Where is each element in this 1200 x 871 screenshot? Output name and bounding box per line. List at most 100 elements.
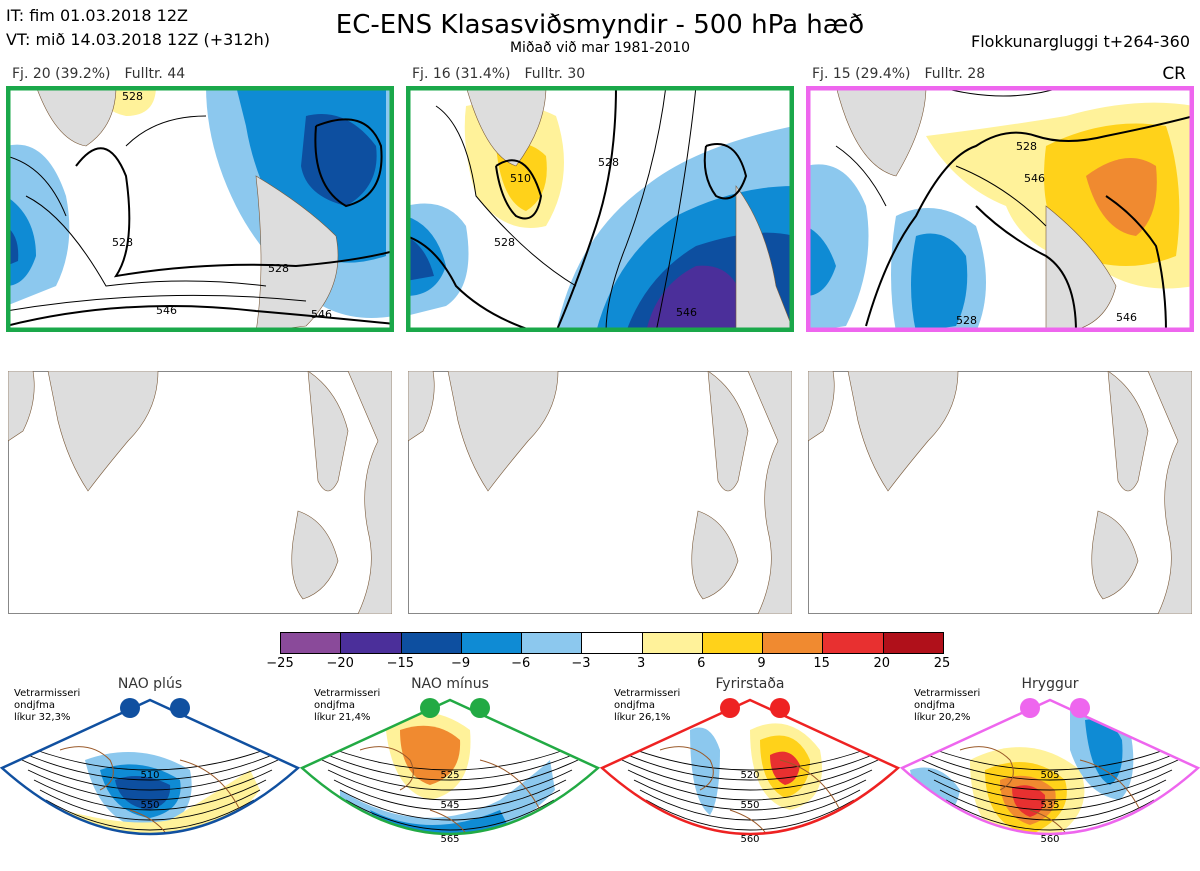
regime-info: Vetrarmisseri ondjfma líkur 26,1% (614, 688, 680, 724)
height-contour (333, 779, 567, 811)
height-contour (939, 789, 1161, 821)
regime-marker (1070, 698, 1090, 718)
regime-contour-label: 545 (440, 800, 459, 811)
contour-label: 528 (494, 236, 515, 249)
regime-contour-label: 525 (440, 770, 459, 781)
colorbar-segment (401, 633, 462, 653)
height-contour (39, 789, 261, 821)
colorbar-tick-label: −15 (386, 656, 415, 671)
cluster-border (6, 86, 394, 332)
height-contour (9, 739, 291, 771)
height-contour (321, 759, 579, 791)
contour-label: 546 (1024, 172, 1045, 185)
regime-border (0, 698, 300, 836)
colorbar-tick-label: 20 (873, 656, 891, 671)
regime-info: Vetrarmisseri ondjfma líkur 32,3% (14, 688, 80, 724)
regime-marker (420, 698, 440, 718)
contour-label: 528 (268, 262, 289, 275)
valid-time: VT: mið 14.03.2018 12Z (+312h) (6, 30, 271, 49)
base-map-2 (408, 371, 792, 614)
regime-marker (120, 698, 140, 718)
regime-name: Fyrirstaða (715, 676, 785, 692)
height-contour (615, 749, 885, 781)
colorbar-segment (281, 633, 342, 653)
cluster-1-label: Fj. 20 (39.2%) Fulltr. 44 (12, 66, 186, 82)
colorbar-segment (341, 633, 402, 653)
colorbar-tick-label: 15 (813, 656, 830, 671)
height-contour (345, 799, 555, 831)
colorbar (280, 632, 944, 654)
regime-info-line: líkur 21,4% (314, 712, 371, 723)
height-contour (609, 739, 891, 771)
regime-contour-label: 535 (1040, 800, 1059, 811)
regime-info-line: ondjfma (14, 700, 55, 711)
height-contour (915, 749, 1185, 781)
regime-marker (770, 698, 790, 718)
regime-info-line: ondjfma (314, 700, 355, 711)
contour-label: 528 (122, 90, 143, 103)
cluster-border (406, 86, 794, 332)
colorbar-segment (582, 633, 643, 653)
contour-label: 528 (956, 314, 977, 327)
classification-window: Flokkunargluggi t+264-360 (971, 32, 1190, 51)
colorbar-segment (702, 633, 764, 653)
colorbar-tick-label: −20 (326, 656, 354, 671)
height-contour (315, 749, 585, 781)
base-map-3 (808, 371, 1192, 614)
cluster-map-1: 528 528 546 546 528 (6, 86, 394, 332)
regime-info-line: Vetrarmisseri (314, 688, 381, 699)
contour-label: 528 (1016, 140, 1037, 153)
regime-contour-label: 565 (440, 834, 459, 845)
regime-marker (170, 698, 190, 718)
height-contour (909, 739, 1191, 771)
regime-contour-label: 505 (1040, 770, 1059, 781)
contour-label: 546 (156, 304, 177, 317)
regime-info-line: líkur 20,2% (914, 712, 971, 723)
colorbar-tick-label: −6 (511, 656, 531, 671)
height-contour (633, 779, 867, 811)
colorbar-segment (461, 633, 523, 653)
cluster-map-3: 528 546 546 528 (806, 86, 1194, 332)
height-contour (33, 779, 267, 811)
colorbar-segment (883, 633, 943, 653)
initial-time: IT: fim 01.03.2018 12Z (6, 6, 188, 25)
regime-info-line: ondjfma (914, 700, 955, 711)
height-contour (339, 789, 561, 821)
regime-name: Hryggur (1021, 676, 1079, 692)
regime-contour-label: 550 (740, 800, 759, 811)
contour-label: 546 (1116, 311, 1137, 324)
height-contour (921, 759, 1179, 791)
regime-contour-label: 550 (140, 800, 159, 811)
height-contour (327, 769, 573, 801)
regime-info-line: ondjfma (614, 700, 655, 711)
regime-info: Vetrarmisseri ondjfma líkur 20,2% (914, 688, 980, 724)
regime-info-line: líkur 32,3% (14, 712, 71, 723)
regime-map: 520 550 560 (600, 698, 900, 845)
height-contour (645, 799, 855, 831)
regime-info-line: Vetrarmisseri (14, 688, 81, 699)
colorbar-tick-label: −25 (266, 656, 294, 671)
height-contour (927, 769, 1173, 801)
colorbar-tick-label: −9 (450, 656, 471, 671)
regime-border (900, 698, 1200, 836)
cluster-border (806, 86, 1194, 332)
colorbar-tick-label: 9 (757, 656, 766, 671)
anomaly-area (1085, 719, 1123, 785)
height-contour (21, 759, 279, 791)
height-contour (15, 749, 285, 781)
contour-label: 510 (510, 172, 531, 185)
height-contour (945, 799, 1155, 831)
regime-map: 525 545 565 (300, 698, 600, 845)
colorbar-segment (763, 633, 824, 653)
regime-contour-label: 520 (740, 770, 759, 781)
page-subtitle: Miðað við mar 1981-2010 (509, 40, 691, 56)
regime-info-line: Vetrarmisseri (914, 688, 981, 699)
contour-label: 546 (311, 308, 332, 321)
regime-contour-label: 560 (1040, 834, 1059, 845)
regime-map: 510 550 (0, 698, 300, 836)
height-contour (639, 789, 861, 821)
regime-info-line: Vetrarmisseri (614, 688, 681, 699)
cluster-2-label: Fj. 16 (31.4%) Fulltr. 30 (412, 66, 586, 82)
cr-label: CR (1162, 64, 1186, 84)
height-contour (309, 739, 591, 771)
